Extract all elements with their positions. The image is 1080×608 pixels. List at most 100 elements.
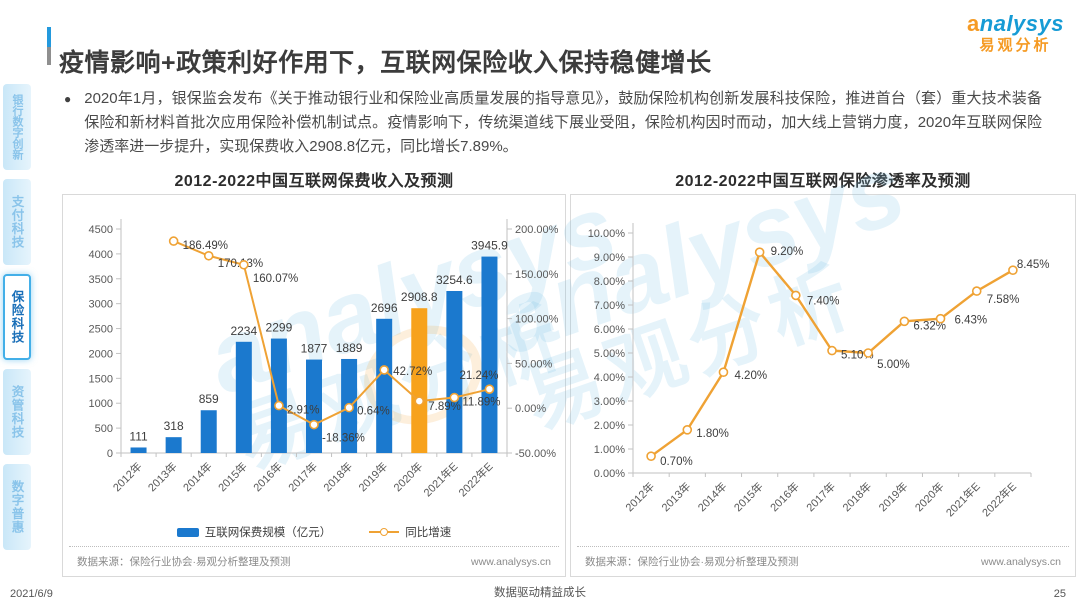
logo-swirl-icon: a bbox=[967, 11, 980, 36]
svg-text:2696: 2696 bbox=[371, 301, 398, 315]
svg-text:2018年: 2018年 bbox=[839, 479, 874, 514]
footer-page-number: 25 bbox=[1053, 588, 1066, 600]
svg-text:2017年: 2017年 bbox=[285, 459, 320, 494]
svg-text:6.43%: 6.43% bbox=[955, 315, 988, 327]
svg-text:9.00%: 9.00% bbox=[594, 252, 625, 264]
svg-text:186.49%: 186.49% bbox=[183, 240, 228, 252]
svg-text:50.00%: 50.00% bbox=[515, 358, 553, 370]
svg-text:4.20%: 4.20% bbox=[734, 370, 767, 382]
legend: 互联网保费规模（亿元） 同比增速 bbox=[63, 524, 565, 540]
svg-text:2020年: 2020年 bbox=[912, 479, 947, 514]
svg-text:2299: 2299 bbox=[266, 321, 293, 335]
svg-text:0: 0 bbox=[107, 448, 113, 460]
bullet-text: 2020年1月，银保监会发布《关于推动银行业和保险业高质量发展的指导意见》，鼓励… bbox=[84, 90, 1042, 155]
svg-text:6.00%: 6.00% bbox=[594, 324, 625, 336]
svg-text:-50.00%: -50.00% bbox=[515, 448, 556, 460]
source-site: www.analysys.cn bbox=[471, 555, 551, 568]
svg-text:2.91%: 2.91% bbox=[287, 405, 320, 417]
sidebar-item-2[interactable]: 保险科技 bbox=[3, 274, 31, 360]
footer-date: 2021/6/9 bbox=[10, 588, 53, 600]
svg-text:11.89%: 11.89% bbox=[462, 397, 500, 409]
legend-item-growth: 同比增速 bbox=[369, 524, 451, 540]
svg-text:2014年: 2014年 bbox=[695, 479, 730, 514]
svg-text:2022年E: 2022年E bbox=[455, 459, 495, 499]
svg-text:1.00%: 1.00% bbox=[594, 444, 625, 456]
svg-text:0.00%: 0.00% bbox=[515, 403, 546, 415]
legend-item-premium: 互联网保费规模（亿元） bbox=[176, 524, 332, 540]
svg-text:1877: 1877 bbox=[301, 342, 328, 356]
svg-text:2012年: 2012年 bbox=[622, 479, 657, 514]
svg-text:0.64%: 0.64% bbox=[357, 406, 390, 418]
svg-text:5.00%: 5.00% bbox=[594, 348, 625, 360]
svg-text:2021年E: 2021年E bbox=[943, 479, 983, 519]
legend-label-premium: 互联网保费规模（亿元） bbox=[204, 527, 332, 539]
logo-chinese-name: 易观分析 bbox=[979, 37, 1052, 55]
penetration-line-chart: 0.00% 1.00% 2.00% 3.00% 4.00% 5.00% 6.00% 7.00%… bbox=[588, 223, 1050, 519]
svg-text:150.00%: 150.00% bbox=[515, 269, 559, 281]
source-row: 数据来源：保险行业协会·易观分析整理及预测 www.analysys.cn bbox=[69, 546, 559, 576]
analysys-logo: analysys 易观分析 bbox=[967, 11, 1064, 55]
svg-text:2234: 2234 bbox=[230, 324, 257, 338]
svg-text:7.00%: 7.00% bbox=[594, 300, 625, 312]
sidebar: 银行数字创新 支付科技保险科技资管科技数字普惠 bbox=[3, 84, 37, 559]
legend-bar-swatch-icon bbox=[176, 527, 199, 537]
svg-text:100.00%: 100.00% bbox=[515, 314, 559, 326]
logo-wordmark: analysys bbox=[967, 11, 1064, 36]
svg-text:10.00%: 10.00% bbox=[588, 228, 626, 240]
svg-text:1500: 1500 bbox=[89, 373, 113, 385]
logo-text: nalysys bbox=[979, 11, 1064, 36]
page-title: 疫情影响+政策利好作用下，互联网保险收入保持稳健增长 bbox=[59, 48, 712, 77]
svg-text:2012年: 2012年 bbox=[110, 459, 145, 494]
svg-text:42.72%: 42.72% bbox=[393, 366, 432, 378]
svg-text:1889: 1889 bbox=[336, 341, 363, 355]
panel-penetration-chart: analysys 易观分析 0.00% 1.00% 2.00% 3.00% 4.00% 5… bbox=[482, 132, 1076, 577]
svg-text:0.70%: 0.70% bbox=[660, 456, 693, 468]
svg-text:200.00%: 200.00% bbox=[515, 224, 559, 236]
sidebar-item-3[interactable]: 资管科技 bbox=[3, 369, 31, 455]
source-row: 数据来源：保险行业协会·易观分析整理及预测 www.analysys.cn bbox=[577, 546, 1069, 576]
svg-text:21.24%: 21.24% bbox=[459, 370, 498, 382]
svg-text:2020年: 2020年 bbox=[390, 459, 425, 494]
svg-text:3.00%: 3.00% bbox=[594, 396, 625, 408]
chart-title-premium: 2012-2022中国互联网保费收入及预测 bbox=[174, 173, 454, 190]
svg-text:2000: 2000 bbox=[89, 348, 113, 360]
svg-text:2022年E: 2022年E bbox=[979, 479, 1019, 519]
svg-text:2013年: 2013年 bbox=[658, 479, 693, 514]
svg-text:111: 111 bbox=[129, 429, 148, 443]
svg-text:500: 500 bbox=[95, 423, 113, 435]
sidebar-item-4[interactable]: 数字普惠 bbox=[3, 464, 31, 550]
svg-text:2017年: 2017年 bbox=[803, 479, 838, 514]
svg-text:4500: 4500 bbox=[89, 224, 113, 236]
svg-text:2018年: 2018年 bbox=[320, 459, 355, 494]
svg-text:7.89%: 7.89% bbox=[428, 401, 461, 413]
svg-text:7.40%: 7.40% bbox=[807, 295, 840, 307]
svg-text:4.00%: 4.00% bbox=[594, 372, 625, 384]
premium-bar-line-chart: 0 500 1000 1500 2000 2500 3000 3500 4000 4500 200.… bbox=[89, 219, 559, 499]
svg-text:859: 859 bbox=[199, 392, 219, 406]
svg-text:0.00%: 0.00% bbox=[594, 468, 625, 480]
source-site: www.analysys.cn bbox=[981, 555, 1061, 568]
sidebar-item-1[interactable]: 支付科技 bbox=[3, 179, 31, 265]
source-label: 数据来源：保险行业协会·易观分析整理及预测 bbox=[77, 556, 291, 568]
source-label: 数据来源：保险行业协会·易观分析整理及预测 bbox=[585, 556, 799, 568]
svg-text:2908.8: 2908.8 bbox=[401, 290, 438, 304]
svg-text:9.20%: 9.20% bbox=[771, 246, 804, 258]
svg-text:2013年: 2013年 bbox=[145, 459, 180, 494]
svg-text:8.00%: 8.00% bbox=[594, 276, 625, 288]
chart-title-penetration: 2012-2022中国互联网保险渗透率及预测 bbox=[675, 173, 971, 190]
svg-text:3000: 3000 bbox=[89, 299, 113, 311]
svg-text:-18.36%: -18.36% bbox=[322, 433, 365, 445]
title-accent-bar bbox=[47, 27, 51, 65]
svg-text:8.45%: 8.45% bbox=[1017, 259, 1050, 271]
sidebar-item-0[interactable]: 银行数字创新 bbox=[3, 84, 31, 170]
svg-text:4000: 4000 bbox=[89, 249, 113, 261]
svg-text:3945.9: 3945.9 bbox=[471, 239, 508, 253]
svg-text:1000: 1000 bbox=[89, 398, 113, 410]
svg-text:3500: 3500 bbox=[89, 274, 113, 286]
svg-text:2021年E: 2021年E bbox=[420, 459, 460, 499]
svg-text:2019年: 2019年 bbox=[875, 479, 910, 514]
svg-text:3254.6: 3254.6 bbox=[436, 273, 473, 287]
svg-text:2019年: 2019年 bbox=[355, 459, 390, 494]
svg-text:2016年: 2016年 bbox=[767, 479, 802, 514]
